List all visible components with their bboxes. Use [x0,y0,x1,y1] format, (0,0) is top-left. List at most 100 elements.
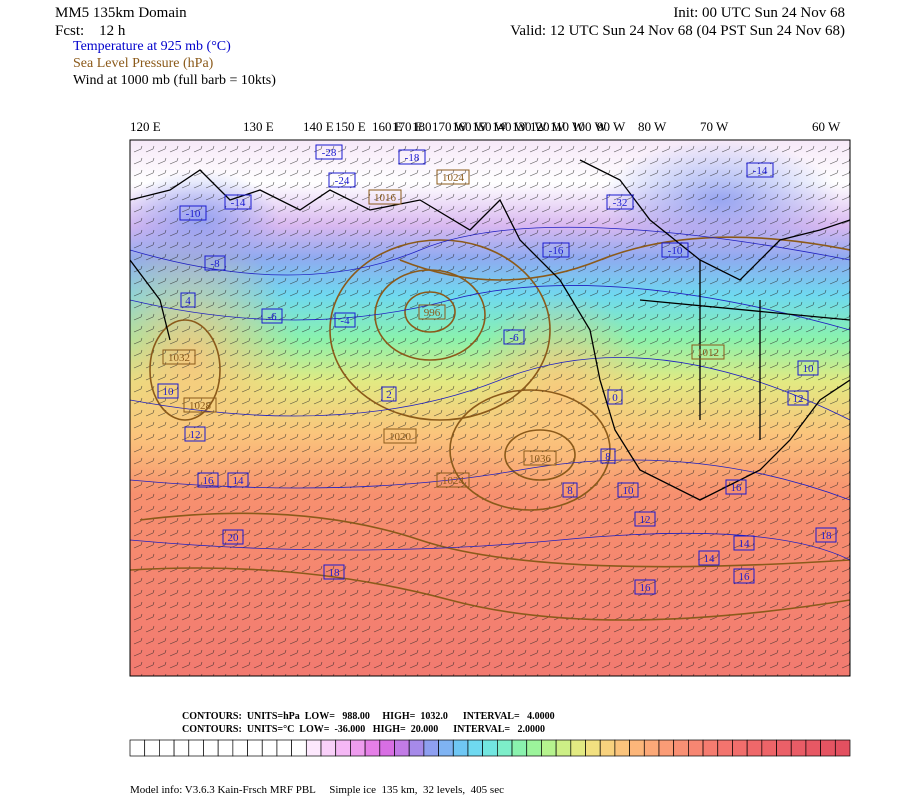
temperature-label: 16 [731,482,743,494]
colorbar-cell [658,739,675,757]
temperature-label-box [787,390,809,406]
map-frame [129,139,851,677]
temperature-label-box [746,162,774,178]
temperature-label-box [180,292,196,308]
longitude-label: 60 W [812,119,841,134]
pressure-label-box [691,344,725,360]
temperature-label-box [398,149,426,165]
pressure-label: 1036 [529,453,552,465]
longitude-label: 90 W [597,119,626,134]
colorbar-cell [261,739,278,757]
colorbar-cell [776,739,792,757]
longitude-label: 160 E [372,119,403,134]
forecast-hour: Fcst: 12 h [55,23,126,39]
temperature-label: -8 [210,258,220,270]
temperature-label: -16 [549,245,564,257]
temperature-label: 18 [329,567,341,579]
wind-barbs [130,140,850,676]
temperature-label: 18 [821,530,833,542]
longitude-label: 150 E [335,119,366,134]
temperature-label-box [197,472,219,488]
colorbar-cell [291,739,307,757]
temperature-label: -32 [613,197,628,209]
temperature-label: -14 [753,165,768,177]
temperature-label-box [179,205,207,221]
colorbar-cell [643,739,660,757]
colorbar-cell [820,739,836,757]
temperature-label: -4 [340,315,350,327]
colorbar-cell [364,739,381,757]
longitude-label: 170 E [392,119,423,134]
temperature-label-box [606,194,634,210]
colorbar-cell [673,739,689,757]
colorbar-cell [585,739,601,757]
colorbar-cell [217,739,234,757]
temperature-label-box [222,529,244,545]
temperature-label: 8 [567,485,573,497]
temperature-label: -10 [186,208,201,220]
temperature-label-box [733,535,755,551]
pressure-label: 1028 [189,400,212,412]
longitude-label: 180 [412,119,432,134]
temperature-label: 14 [739,538,751,550]
colorbar-cell [511,739,528,757]
longitude-label: 140 W [492,119,528,134]
colorbar-cell [790,739,807,757]
colorbar-cell [555,739,572,757]
temperature-label-box [503,329,525,345]
colorbar-cell [761,739,777,757]
colorbar-cell [496,739,513,757]
temperature-label: 10 [803,363,815,375]
colorbar-cell [541,739,557,757]
colorbar-cell [173,739,190,757]
temperature-label-box [617,482,639,498]
colorbar-cell [423,739,439,757]
temperature-label: 14 [704,553,716,565]
temperature-label-box [261,308,283,324]
colorbar-cell [834,739,851,757]
colorbar-cell [188,739,204,757]
longitude-label: 170 W [432,119,468,134]
temperature-label-box [227,472,249,488]
temperature-label-box [328,172,356,188]
temperature-label: 12 [190,429,201,441]
colorbar-cell [467,739,484,757]
longitude-label: 130 W [512,119,548,134]
temperature-label: -14 [231,197,246,209]
longitude-label: 150 W [472,119,508,134]
map: -28 -18-24-32-14-10-14-10-16-8-6 -4-642 010… [130,140,850,676]
temperature-label: 20 [228,532,240,544]
colorbar-cell [144,739,160,757]
pressure-label: 996 [424,307,441,319]
longitude-label: 160 W [452,119,488,134]
model-info: Model info: V3.6.3 Kain-Frsch MRF PBL Si… [130,784,504,796]
colorbar-cell [379,739,395,757]
temperature-label: 2 [386,389,392,401]
temperature-label-box [815,527,837,543]
pressure-label-box [436,169,470,185]
temperature-label-box [562,482,578,498]
colorbar-cell [203,739,219,757]
temperature-label: 14 [233,475,245,487]
colorbar-cell [276,739,292,757]
colorbar-cell [629,739,645,757]
colorbar-cell [350,739,366,757]
longitude-label: 70 W [700,119,729,134]
pressure-label: 1032 [168,352,190,364]
longitude-label: 120 W [530,119,566,134]
temperature-label: 8 [605,451,611,463]
colorbar-cell [408,739,425,757]
colorbar-cell [717,739,733,757]
colorbar-cell [394,739,410,757]
temperature-label: 16 [203,475,215,487]
longitude-label: 130 E [243,119,274,134]
temperature-label: 16 [640,582,652,594]
field-name: Sea Level Pressure (hPa) [73,56,214,71]
colorbar-cell [335,739,351,757]
colorbar-cell [746,739,763,757]
temperature-label-box [661,242,689,258]
colorbar [129,739,851,757]
temperature-label: -28 [322,147,337,159]
temperature-label: -24 [335,175,350,187]
